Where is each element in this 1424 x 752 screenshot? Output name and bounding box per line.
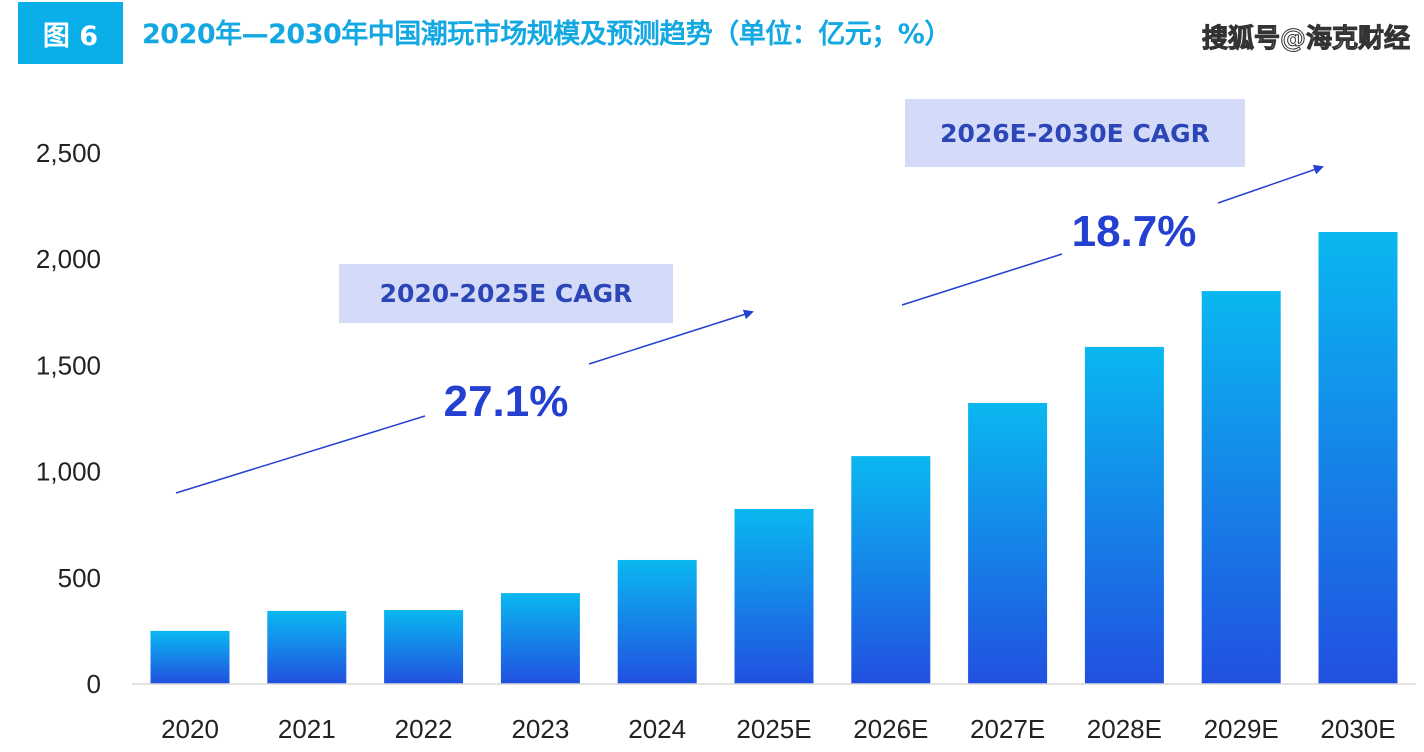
x-tick-label: 2029E (1204, 714, 1279, 744)
bar-2020 (150, 630, 230, 684)
x-tick-label: 2024 (628, 714, 686, 744)
arrow-line-2a (901, 253, 1063, 306)
x-tick-label: 2020 (161, 714, 219, 744)
x-tick-label: 2021 (278, 714, 336, 744)
annotation-box-1 (339, 264, 673, 323)
x-tick-label: 2026E (853, 714, 928, 744)
x-tick-label: 2027E (970, 714, 1045, 744)
annotation-label-1: 2020-2025E CAGR (380, 279, 633, 308)
x-tick-label: 2022 (395, 714, 453, 744)
y-tick-label: 1,000 (36, 457, 101, 487)
arrow-2 (1217, 164, 1324, 204)
bar-2022 (384, 610, 464, 684)
annotation-label-2: 2026E-2030E CAGR (940, 119, 1210, 148)
bar-2029E (1201, 291, 1281, 684)
arrow-1 (588, 309, 754, 365)
bar-2027E (968, 402, 1048, 684)
watermark: 搜狐号@海克财经 (1201, 24, 1410, 55)
x-tick-label: 2025E (736, 714, 811, 744)
bar-2025E (734, 508, 814, 684)
chart-title: 2020年—2030年中国潮玩市场规模及预测趋势（单位：亿元；%） (142, 19, 951, 50)
bar-2021 (267, 610, 347, 684)
figure-label: 图 6 (18, 2, 123, 64)
y-tick-label: 1,500 (36, 350, 101, 380)
y-tick-label: 500 (58, 563, 101, 593)
annotation-value-2: 18.7% (1072, 207, 1197, 256)
annotation-box-2 (905, 99, 1245, 167)
x-tick-label: 2023 (511, 714, 569, 744)
bar-2028E (1084, 346, 1164, 684)
bar-2023 (500, 593, 580, 684)
y-tick-label: 0 (87, 669, 101, 699)
bar-2024 (617, 559, 697, 684)
bar-2030E (1318, 232, 1398, 684)
y-tick-label: 2,500 (36, 138, 101, 168)
x-tick-label: 2028E (1087, 714, 1162, 744)
annotation-value-1: 27.1% (444, 377, 569, 426)
bar-2026E (851, 456, 931, 684)
arrow-line-1a (175, 415, 426, 494)
x-tick-label: 2030E (1320, 714, 1395, 744)
y-tick-label: 2,000 (36, 244, 101, 274)
